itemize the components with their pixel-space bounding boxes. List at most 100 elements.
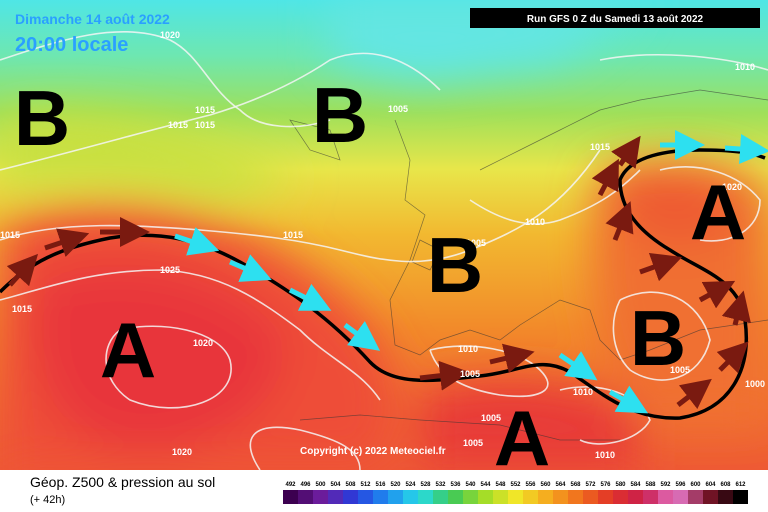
pressure-center: B	[312, 71, 368, 159]
isobar-label: 1015	[12, 304, 32, 314]
isobar-label: 1010	[458, 344, 478, 354]
isobar-label: 1010	[525, 217, 545, 227]
isobar-label: 1005	[670, 365, 690, 375]
scale-label: 516	[375, 482, 386, 488]
color-scale: 492 496 500 504 508 512 516 520 524 528 532 536 540 5…	[283, 482, 748, 504]
isobar-label: 1015	[283, 230, 303, 240]
copyright: Copyright (c) 2022 Meteociel.fr	[300, 446, 446, 457]
forecast-date: Dimanche 14 août 2022	[15, 11, 170, 27]
isobar-label: 1015	[590, 142, 610, 152]
scale-swatch	[688, 490, 703, 504]
isobar-label: 1015	[195, 120, 215, 130]
scale-label: 520	[390, 482, 401, 488]
scale-label: 580	[615, 482, 626, 488]
scale-swatch	[298, 490, 313, 504]
scale-label: 496	[300, 482, 311, 488]
isobar-label: 1010	[595, 450, 615, 460]
pressure-center: A	[690, 168, 746, 256]
isobar-label: 1005	[466, 238, 486, 248]
run-box	[470, 8, 760, 28]
scale-swatch	[403, 490, 418, 504]
scale-label: 524	[405, 482, 416, 488]
isobar-label: 1005	[388, 104, 408, 114]
scale-label: 500	[315, 482, 326, 488]
isobar-label: 1020	[193, 338, 213, 348]
scale-label: 588	[645, 482, 656, 488]
isobar-label: 1020	[172, 447, 192, 457]
scale-label: 528	[420, 482, 431, 488]
scale-label: 568	[570, 482, 581, 488]
scale-swatch	[598, 490, 613, 504]
scale-label: 612	[735, 482, 746, 488]
scale-swatch	[343, 490, 358, 504]
scale-label: 532	[435, 482, 446, 488]
scale-swatch	[523, 490, 538, 504]
isobar-label: 1020	[160, 30, 180, 40]
scale-swatch	[538, 490, 553, 504]
scale-swatch	[673, 490, 688, 504]
scale-swatch	[388, 490, 403, 504]
scale-swatch	[718, 490, 733, 504]
isobar-label: 1010	[735, 62, 755, 72]
isobar-label: 1005	[463, 438, 483, 448]
scale-label: 552	[510, 482, 521, 488]
scale-swatch	[313, 490, 328, 504]
scale-label: 564	[555, 482, 566, 488]
isobar-label: 1010	[573, 387, 593, 397]
scale-swatch	[658, 490, 673, 504]
isobar-label: 1000	[745, 379, 765, 389]
isobar-label: 1025	[160, 265, 180, 275]
run-info: Run GFS 0 Z du Samedi 13 août 2022	[527, 14, 704, 25]
scale-swatch	[418, 490, 433, 504]
isobar-label: 1015	[195, 105, 215, 115]
scale-label: 512	[360, 482, 371, 488]
scale-swatch	[643, 490, 658, 504]
scale-label: 536	[450, 482, 461, 488]
scale-label: 608	[720, 482, 731, 488]
scale-label: 548	[495, 482, 506, 488]
scale-swatch	[478, 490, 493, 504]
scale-swatch	[583, 490, 598, 504]
map-field	[0, 0, 768, 471]
scale-label: 508	[345, 482, 356, 488]
legend-step: (+ 42h)	[30, 494, 65, 506]
isobar-labels: 1020 1015 1015 1015 1005 1015 1010 1005 1015 1015…	[0, 30, 765, 460]
pressure-center: B	[427, 221, 483, 309]
pressure-center: A	[100, 306, 156, 394]
scale-swatch	[703, 490, 718, 504]
scale-swatch	[433, 490, 448, 504]
flow-arrows	[6, 130, 768, 414]
scale-label: 604	[705, 482, 716, 488]
scale-label: 540	[465, 482, 476, 488]
isobar-label: 1020	[722, 182, 742, 192]
scale-swatch	[328, 490, 343, 504]
scale-swatch	[358, 490, 373, 504]
scale-label: 576	[600, 482, 611, 488]
pressure-center: B	[14, 74, 70, 162]
scale-swatch	[283, 490, 298, 504]
isobar-label: 1015	[168, 120, 188, 130]
isobar-label: 1015	[0, 230, 20, 240]
scale-label: 596	[675, 482, 686, 488]
scale-swatch	[508, 490, 523, 504]
scale-label: 584	[630, 482, 641, 488]
scale-label: 544	[480, 482, 491, 488]
scale-swatch	[733, 490, 748, 504]
scale-label: 560	[540, 482, 551, 488]
scale-swatch	[373, 490, 388, 504]
scale-label: 492	[285, 482, 296, 488]
scale-swatch	[463, 490, 478, 504]
pressure-center: A	[494, 394, 550, 482]
scale-swatch	[553, 490, 568, 504]
legend-title: Géop. Z500 & pression au sol	[30, 474, 215, 490]
isobar-label: 1005	[460, 369, 480, 379]
isobar-label: 1005	[481, 413, 501, 423]
scale-swatch	[613, 490, 628, 504]
scale-label: 556	[525, 482, 536, 488]
forecast-time: 20:00 locale	[15, 34, 128, 56]
scale-label: 600	[690, 482, 701, 488]
scale-swatch	[448, 490, 463, 504]
pressure-center: B	[630, 294, 686, 382]
